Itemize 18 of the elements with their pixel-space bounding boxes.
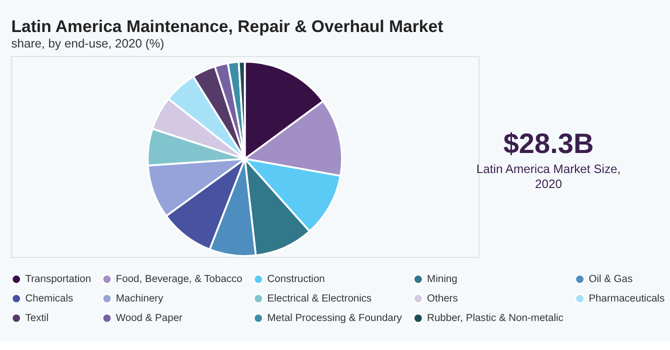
text: $28.3B [503, 128, 594, 160]
legend-label: Chemicals [25, 293, 74, 304]
legend-label: Electrical & Electronics [267, 293, 372, 304]
legend-label: Rubber, Plastic & Non-metalic [427, 312, 564, 324]
legend-label: Metal Processing & Foundary [267, 312, 403, 324]
legend-label: Oil & Gas [588, 274, 633, 286]
legend-label: Pharmaceuticals [588, 293, 665, 304]
legend-label: Machinery [116, 293, 164, 304]
chart-title: Latin America Maintenance, Repair & Overhaul Market [11, 16, 444, 36]
legend-label: Transportation [25, 274, 92, 286]
legend-label: Wood & Paper [116, 312, 184, 324]
chart-subtitle: share, by end-use, 2020 (%) [11, 36, 164, 51]
legend-label: Food, Beverage, & Tobacco [116, 274, 243, 286]
legend-label: Others [427, 293, 458, 304]
legend-label: Mining [427, 274, 458, 286]
legend-label: Construction [267, 274, 326, 286]
text: Latin America Market Size, 2020 [476, 162, 621, 191]
legend-label: Textil [25, 312, 49, 324]
